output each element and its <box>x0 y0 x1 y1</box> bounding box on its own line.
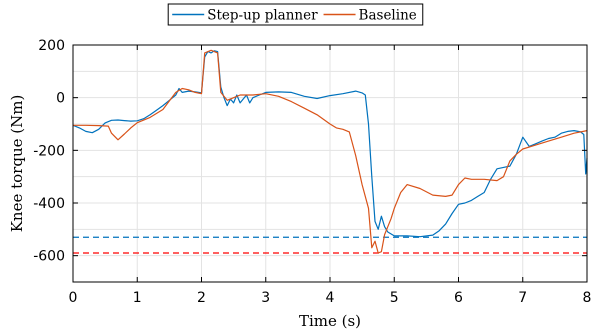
x-tick-label: 6 <box>454 290 463 306</box>
series-lines <box>72 49 588 254</box>
x-tick-label: 4 <box>326 290 335 306</box>
y-axis-label: Knee torque (Nm) <box>8 95 26 233</box>
x-tick-label: 1 <box>133 290 142 306</box>
x-tick-label: 3 <box>261 290 270 306</box>
legend-label: Baseline <box>359 8 417 24</box>
legend-label: Step-up planner <box>207 8 318 24</box>
y-tick-label: -200 <box>33 143 65 159</box>
y-tick-label: 200 <box>38 38 65 54</box>
x-tick-label: 7 <box>518 290 527 306</box>
y-tick-label: 0 <box>56 91 65 107</box>
x-tick-label: 8 <box>583 290 591 306</box>
legend: Step-up planner Baseline <box>167 3 424 26</box>
axis-ticks: 0 1 2 3 4 5 6 7 8 200 0 -200 -400 -600 <box>33 38 591 306</box>
y-tick-label: -400 <box>33 196 65 212</box>
y-tick-label: -600 <box>33 249 65 265</box>
x-axis-label: Time (s) <box>299 312 361 330</box>
series-line-step-up-planner <box>72 50 588 238</box>
x-tick-label: 0 <box>69 290 78 306</box>
series-line-baseline <box>73 49 588 254</box>
legend-box <box>167 3 424 26</box>
reference-lines <box>73 236 587 254</box>
x-tick-label: 5 <box>390 290 399 306</box>
x-tick-label: 2 <box>197 290 206 306</box>
grid <box>72 44 588 283</box>
